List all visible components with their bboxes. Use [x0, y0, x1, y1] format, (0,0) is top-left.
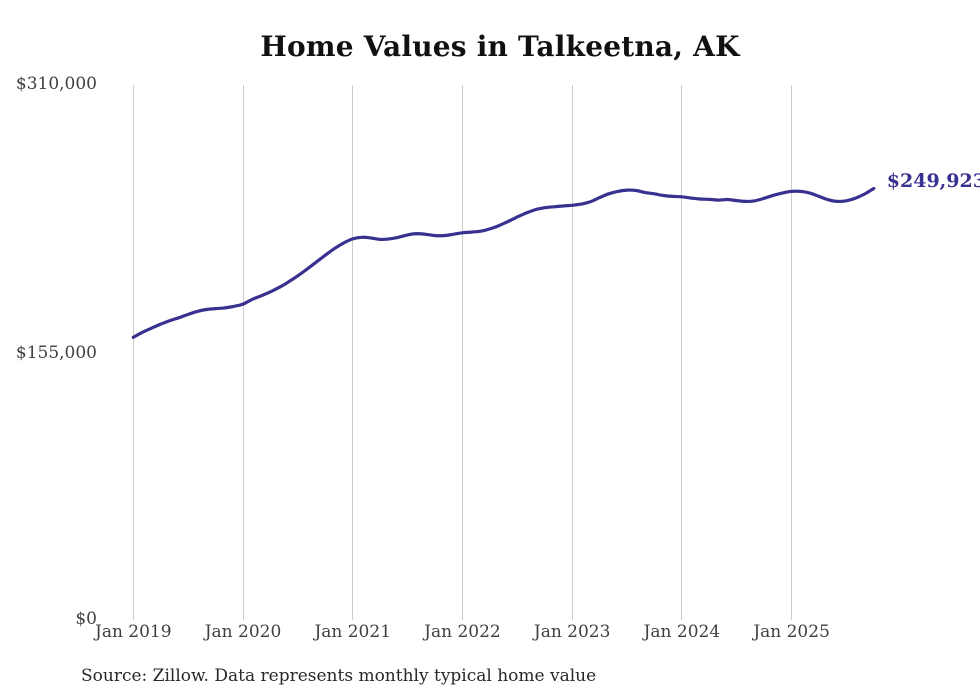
gridline: [352, 85, 354, 620]
x-axis-tick: Jan 2022: [424, 622, 501, 642]
gridline: [681, 85, 683, 620]
y-axis-tick: $0: [75, 609, 97, 629]
x-axis-tick: Jan 2025: [753, 622, 830, 642]
latest-value-label: $249,923: [886, 169, 980, 192]
x-axis-tick: Jan 2019: [95, 622, 172, 642]
gridline: [791, 85, 793, 620]
page-title: Home Values in Talkeetna, AK: [260, 30, 740, 63]
gridline: [571, 85, 573, 620]
x-axis-tick: Jan 2021: [314, 622, 392, 642]
gridline: [461, 85, 463, 620]
x-axis-tick: Jan 2023: [533, 622, 611, 642]
y-axis-tick: $155,000: [15, 343, 97, 364]
x-axis-tick: Jan 2020: [204, 622, 282, 642]
x-axis-tick: Jan 2024: [643, 622, 721, 642]
gridline: [242, 85, 244, 620]
value-line-path: [131, 186, 876, 339]
source-note: Source: Zillow. Data represents monthly …: [81, 666, 597, 686]
y-axis-tick: $310,000: [15, 74, 97, 94]
gridline: [132, 85, 134, 620]
